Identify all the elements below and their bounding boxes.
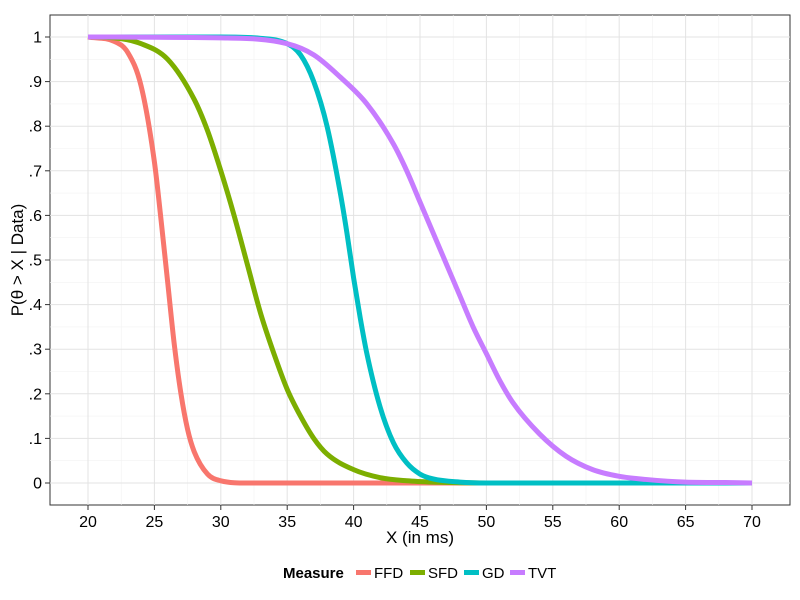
series-line-tvt [87,34,753,486]
x-tick-label: 70 [743,514,761,531]
y-tick-label: .5 [29,253,42,270]
x-tick-label: 30 [212,514,230,531]
x-tick-label: 40 [345,514,363,531]
x-tick-label: 50 [478,514,496,531]
x-tick-label: 35 [278,514,296,531]
grid-lines [50,15,790,505]
y-tick-label: .7 [29,163,42,180]
y-tick-label: .8 [29,119,42,136]
legend-items: FFD SFD GD TVT [355,564,556,582]
legend-label: SFD [428,565,458,582]
y-axis: 0 .1 .2 .3 .4 .5 .6 .7 .8 .9 1 [29,30,50,493]
x-tick-label: 55 [544,514,562,531]
y-tick-label: .4 [29,297,42,314]
x-tick-label: 20 [79,514,97,531]
y-tick-label: .3 [29,342,42,359]
legend-item-gd: GD [463,564,505,582]
y-tick-label: .1 [29,431,42,448]
y-tick-label: .6 [29,208,42,225]
x-axis-title: X (in ms) [386,528,454,547]
x-tick-label: 65 [677,514,695,531]
y-tick-label: .2 [29,386,42,403]
y-tick-label: .9 [29,74,42,91]
x-tick-label: 25 [146,514,164,531]
y-tick-label: 1 [33,30,42,47]
legend-item-tvt: TVT [509,564,556,582]
series-lines [87,34,753,486]
x-axis: 20 25 30 35 40 45 50 55 60 65 70 [79,505,761,531]
legend-item-ffd: FFD [355,564,403,582]
legend-title: Measure [283,565,344,582]
legend-label: GD [482,565,505,582]
legend: Measure FFD SFD GD TVT [283,564,556,582]
legend-item-sfd: SFD [409,564,458,582]
legend-label: TVT [528,565,556,582]
x-tick-label: 45 [411,514,429,531]
y-axis-title: P(θ > X | Data) [8,204,27,317]
y-tick-label: 0 [33,476,42,493]
x-tick-label: 60 [610,514,628,531]
legend-label: FFD [374,565,403,582]
